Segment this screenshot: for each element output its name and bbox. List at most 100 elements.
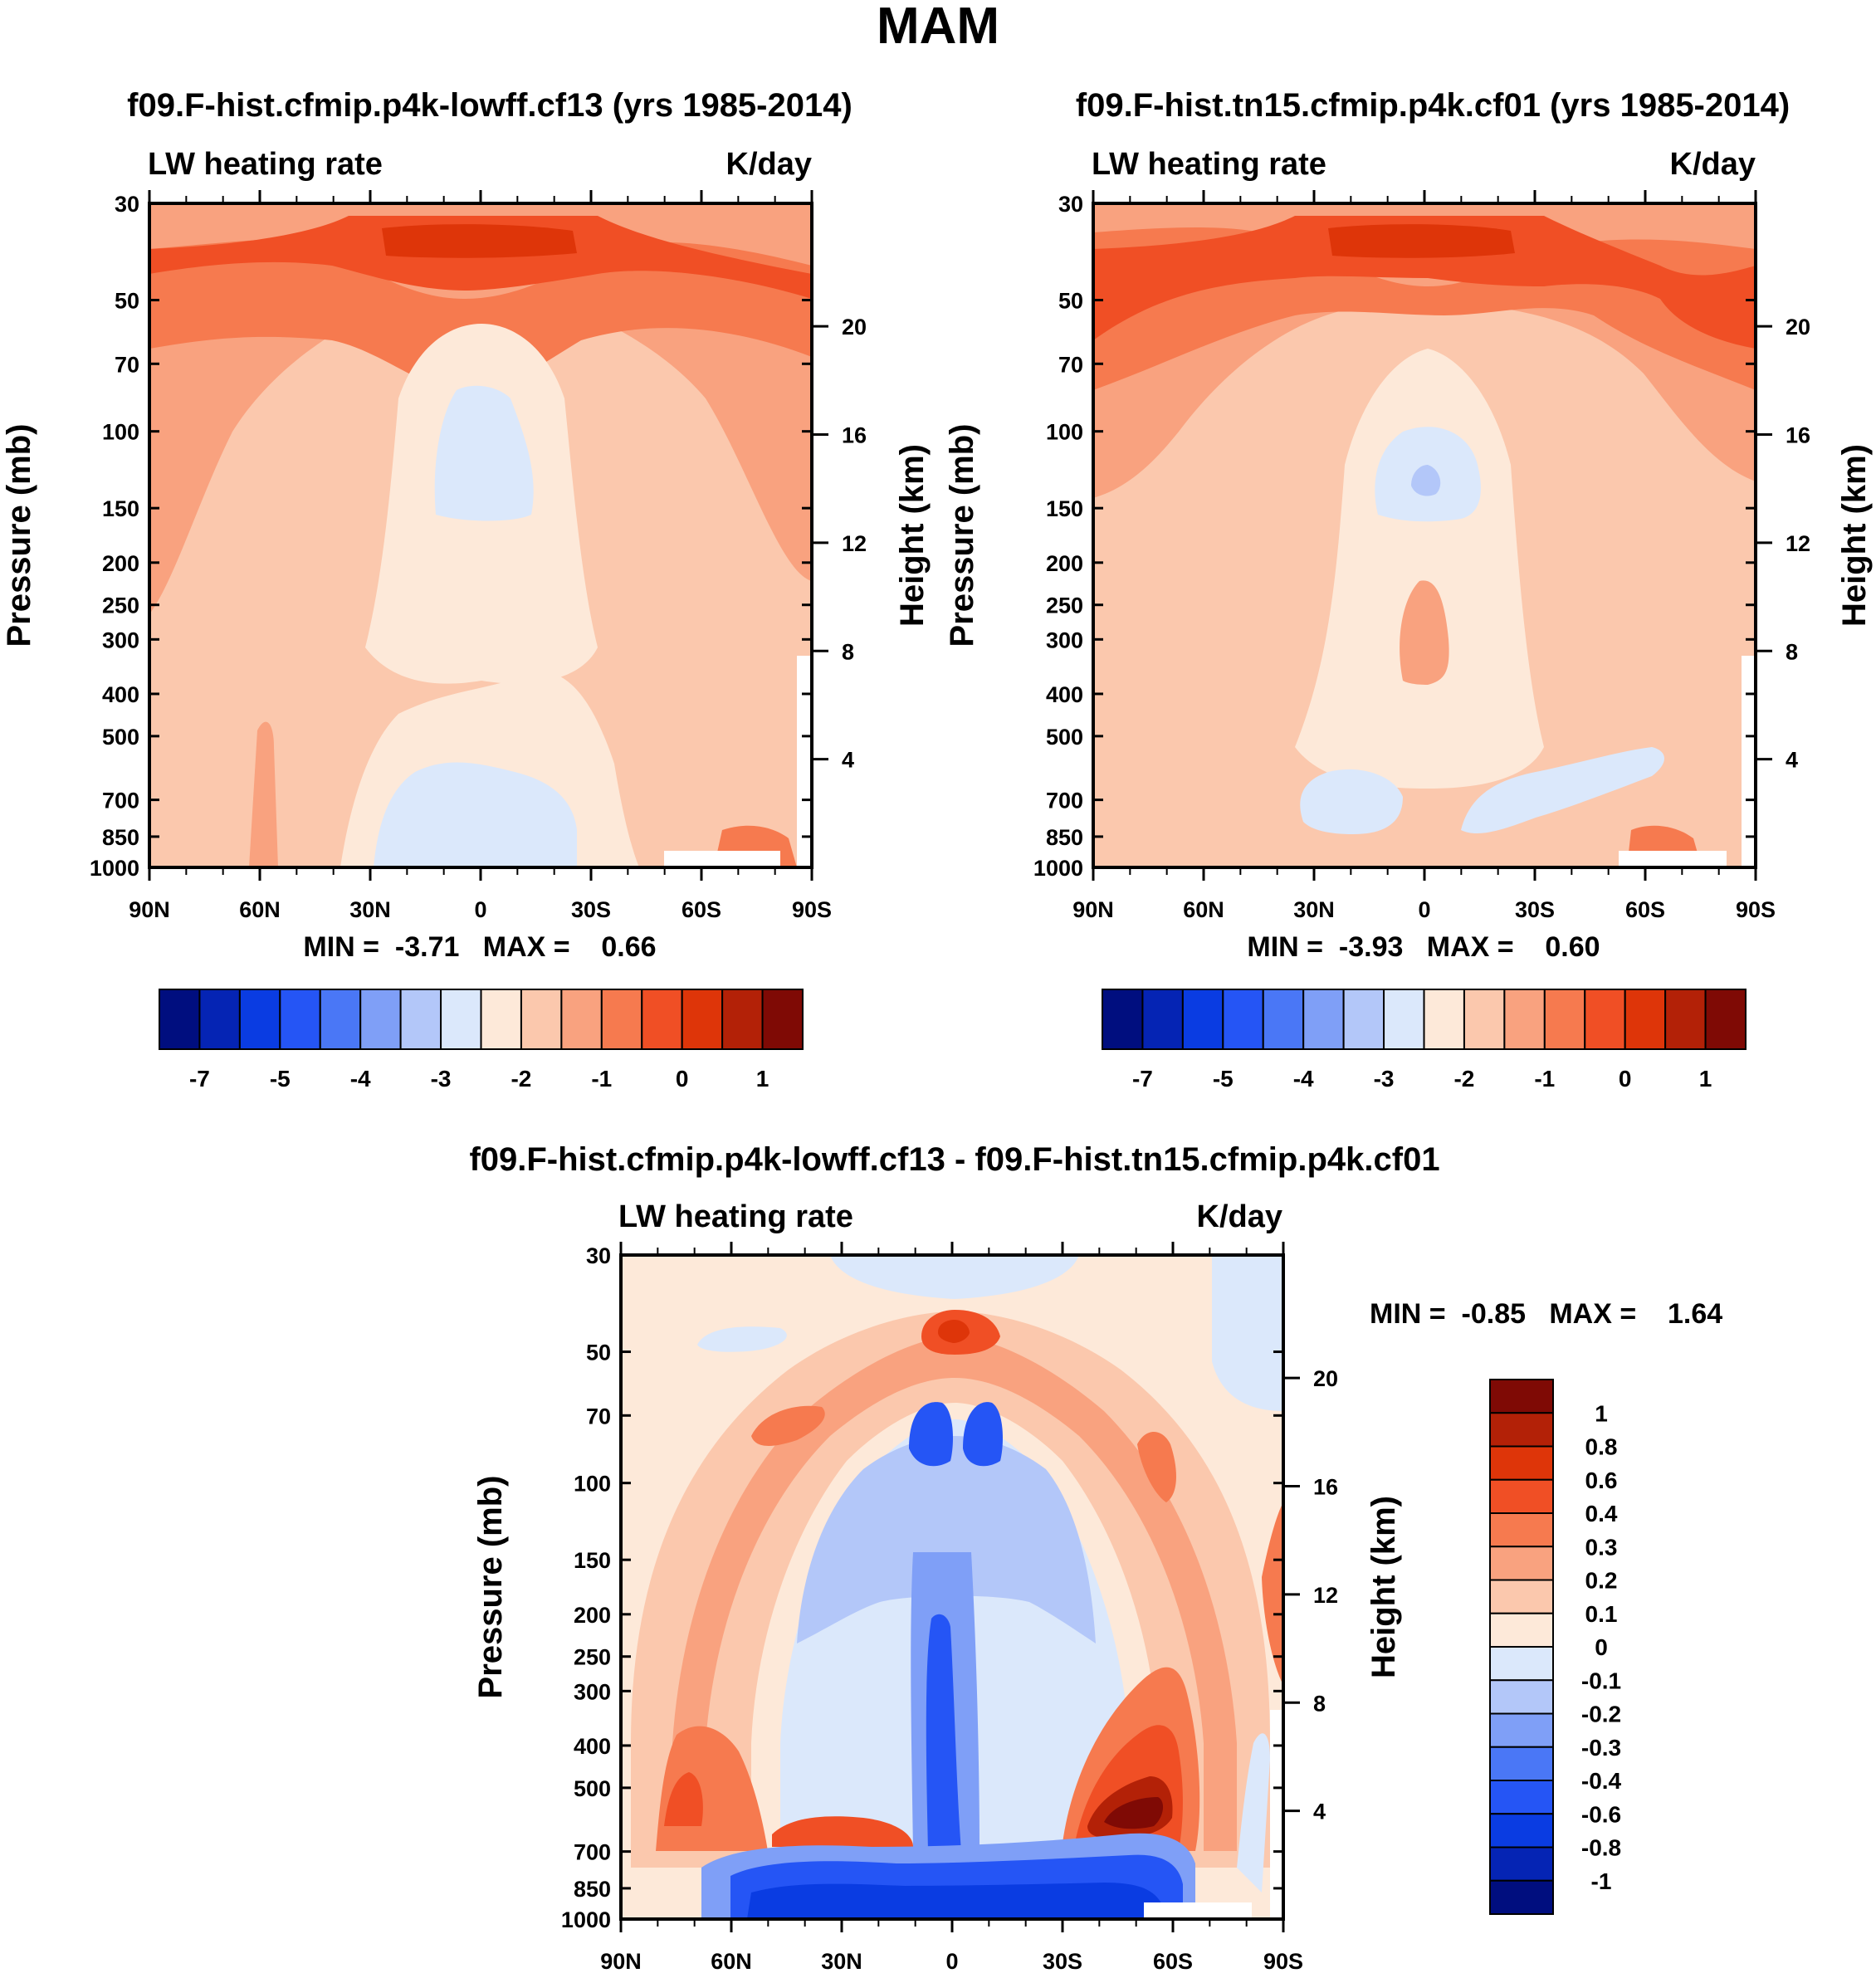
- colorbar-swatch: [1489, 1712, 1554, 1748]
- colorbar-label: 0.6: [1585, 1468, 1618, 1493]
- colorbar-label: 0.1: [1585, 1601, 1618, 1627]
- panel-3-y-ticks: 30 50 70 100 150 200 250 300 400 500 700 850 1000: [561, 1243, 1283, 1932]
- p1-nh-column: [249, 721, 278, 867]
- colorbar-swatch: [1503, 989, 1546, 1050]
- colorbar-swatch: [1489, 1612, 1554, 1648]
- p1-band-upper: [149, 239, 812, 390]
- p3-inner-blue2: [797, 1436, 1096, 1643]
- colorbar-swatch: [1489, 1780, 1554, 1815]
- colorbar-swatch: [198, 989, 241, 1050]
- x-tick-label: 60N: [239, 897, 281, 922]
- panel-2-ylabel-right: Height (km): [1836, 444, 1873, 627]
- colorbar-label: -1: [1591, 1868, 1612, 1894]
- colorbar-swatch: [1342, 989, 1385, 1050]
- panel-2-stats: MIN = -3.93 MAX = 0.60: [1247, 931, 1600, 963]
- colorbar-swatch: [1463, 989, 1506, 1050]
- panel-3-height-ticks: 20 16 12 8 4: [1283, 1366, 1338, 1824]
- p1-core-max: [382, 224, 577, 258]
- panel-1-stats: MIN = -3.71 MAX = 0.66: [303, 931, 656, 963]
- p2-core-max: [1328, 224, 1515, 258]
- height-tick-label: 16: [1786, 423, 1810, 448]
- colorbar-label: 0.8: [1585, 1434, 1618, 1460]
- y-tick-label: 250: [574, 1645, 611, 1670]
- p2-missing-sh: [1742, 656, 1756, 867]
- colorbar-label: -4: [350, 1066, 371, 1092]
- y-tick-label: 400: [574, 1734, 611, 1759]
- y-tick-label: 70: [586, 1404, 611, 1429]
- colorbar-swatch: [279, 989, 321, 1050]
- p1-trop-blue: [434, 385, 534, 521]
- x-tick-label: 30S: [1043, 1949, 1082, 1974]
- y-tick-label: 400: [1046, 682, 1083, 707]
- panel-2-height-ticks: 20 16 12 8 4: [1756, 315, 1810, 773]
- y-tick-label: 250: [102, 593, 139, 618]
- colorbar-swatch: [1704, 989, 1747, 1050]
- panel-2-title: f09.F-hist.tn15.cfmip.p4k.cf01 (yrs 1985…: [1076, 87, 1790, 124]
- height-tick-label: 4: [1313, 1800, 1326, 1824]
- colorbar-swatch: [1222, 989, 1264, 1050]
- colorbar-swatch: [1489, 1412, 1554, 1448]
- x-tick-label: 30S: [1515, 897, 1555, 922]
- colorbar-label: -7: [189, 1066, 210, 1092]
- panel-2: f09.F-hist.tn15.cfmip.p4k.cf01 (yrs 1985…: [944, 87, 1873, 1092]
- colorbar-label: 1: [1595, 1400, 1608, 1426]
- y-tick-label: 700: [574, 1840, 611, 1865]
- colorbar-swatch: [1489, 1579, 1554, 1614]
- colorbar-label: 0: [1619, 1066, 1632, 1092]
- p3-strat-blue-nh: [697, 1326, 787, 1352]
- colorbar-swatch: [1489, 1746, 1554, 1781]
- height-tick-label: 8: [1313, 1691, 1326, 1716]
- colorbar-swatch: [1141, 989, 1184, 1050]
- colorbar-label: -0.3: [1581, 1735, 1621, 1761]
- y-tick-label: 500: [1046, 725, 1083, 750]
- y-tick-label: 70: [1058, 352, 1083, 377]
- colorbar-swatch: [238, 989, 281, 1050]
- panel-3-units: K/day: [1197, 1199, 1282, 1234]
- colorbar-swatch: [1181, 989, 1224, 1050]
- y-tick-label: 850: [1046, 825, 1083, 850]
- y-tick-label: 200: [102, 551, 139, 576]
- colorbar-swatch: [641, 989, 683, 1050]
- p3-nh-upper-warm: [751, 1405, 825, 1446]
- x-tick-label: 0: [945, 1949, 958, 1974]
- p2-low-blue-nh: [1300, 769, 1403, 834]
- colorbar-swatch: [319, 989, 362, 1050]
- y-tick-label: 100: [574, 1472, 611, 1497]
- p2-missing-surface: [1619, 851, 1727, 867]
- x-tick-label: 0: [474, 897, 486, 922]
- colorbar-swatch: [1489, 1646, 1554, 1682]
- y-tick-label: 70: [115, 352, 139, 377]
- colorbar-swatch: [761, 989, 804, 1050]
- panel-1-title: f09.F-hist.cfmip.p4k-lowff.cf13 (yrs 198…: [127, 87, 853, 124]
- p3-column-core: [926, 1614, 961, 1851]
- colorbar-label: -2: [1453, 1066, 1474, 1092]
- x-tick-label: 90N: [129, 897, 170, 922]
- colorbar-label: -0.1: [1581, 1668, 1621, 1693]
- p2-trop-mid-warm: [1400, 580, 1449, 685]
- height-tick-label: 20: [1313, 1366, 1338, 1391]
- colorbar-swatch: [1489, 1813, 1554, 1849]
- y-tick-label: 400: [102, 682, 139, 707]
- x-tick-label: 30S: [571, 897, 611, 922]
- panel-3-left-label: LW heating rate: [618, 1199, 853, 1234]
- colorbar-swatch: [159, 989, 201, 1050]
- panel-2-x-ticks: 90N 60N 30N 0 30S 60S 90S: [1072, 190, 1776, 922]
- p2-low-blue-sh: [1461, 747, 1664, 834]
- x-tick-label: 90N: [600, 1949, 642, 1974]
- y-tick-label: 300: [1046, 628, 1083, 652]
- y-tick-label: 1000: [90, 856, 139, 881]
- colorbar-label: 0.3: [1585, 1534, 1618, 1560]
- x-tick-label: 60S: [1625, 897, 1665, 922]
- y-tick-label: 850: [574, 1877, 611, 1902]
- y-tick-label: 150: [574, 1548, 611, 1573]
- p3-sh-pole-blue: [1237, 1733, 1270, 1893]
- y-tick-label: 30: [586, 1243, 611, 1268]
- x-tick-label: 30N: [349, 897, 391, 922]
- colorbar-label: -5: [1213, 1066, 1234, 1092]
- colorbar-swatch: [1489, 1846, 1554, 1882]
- panel-2-ylabel: Pressure (mb): [944, 424, 980, 647]
- colorbar-swatch: [1262, 989, 1305, 1050]
- x-tick-label: 60N: [1183, 897, 1224, 922]
- panel-3-x-ticks: 90N 60N 30N 0 30S 60S 90S: [600, 1242, 1303, 1974]
- panel-3: f09.F-hist.cfmip.p4k-lowff.cf13 - f09.F-…: [469, 1141, 1722, 1974]
